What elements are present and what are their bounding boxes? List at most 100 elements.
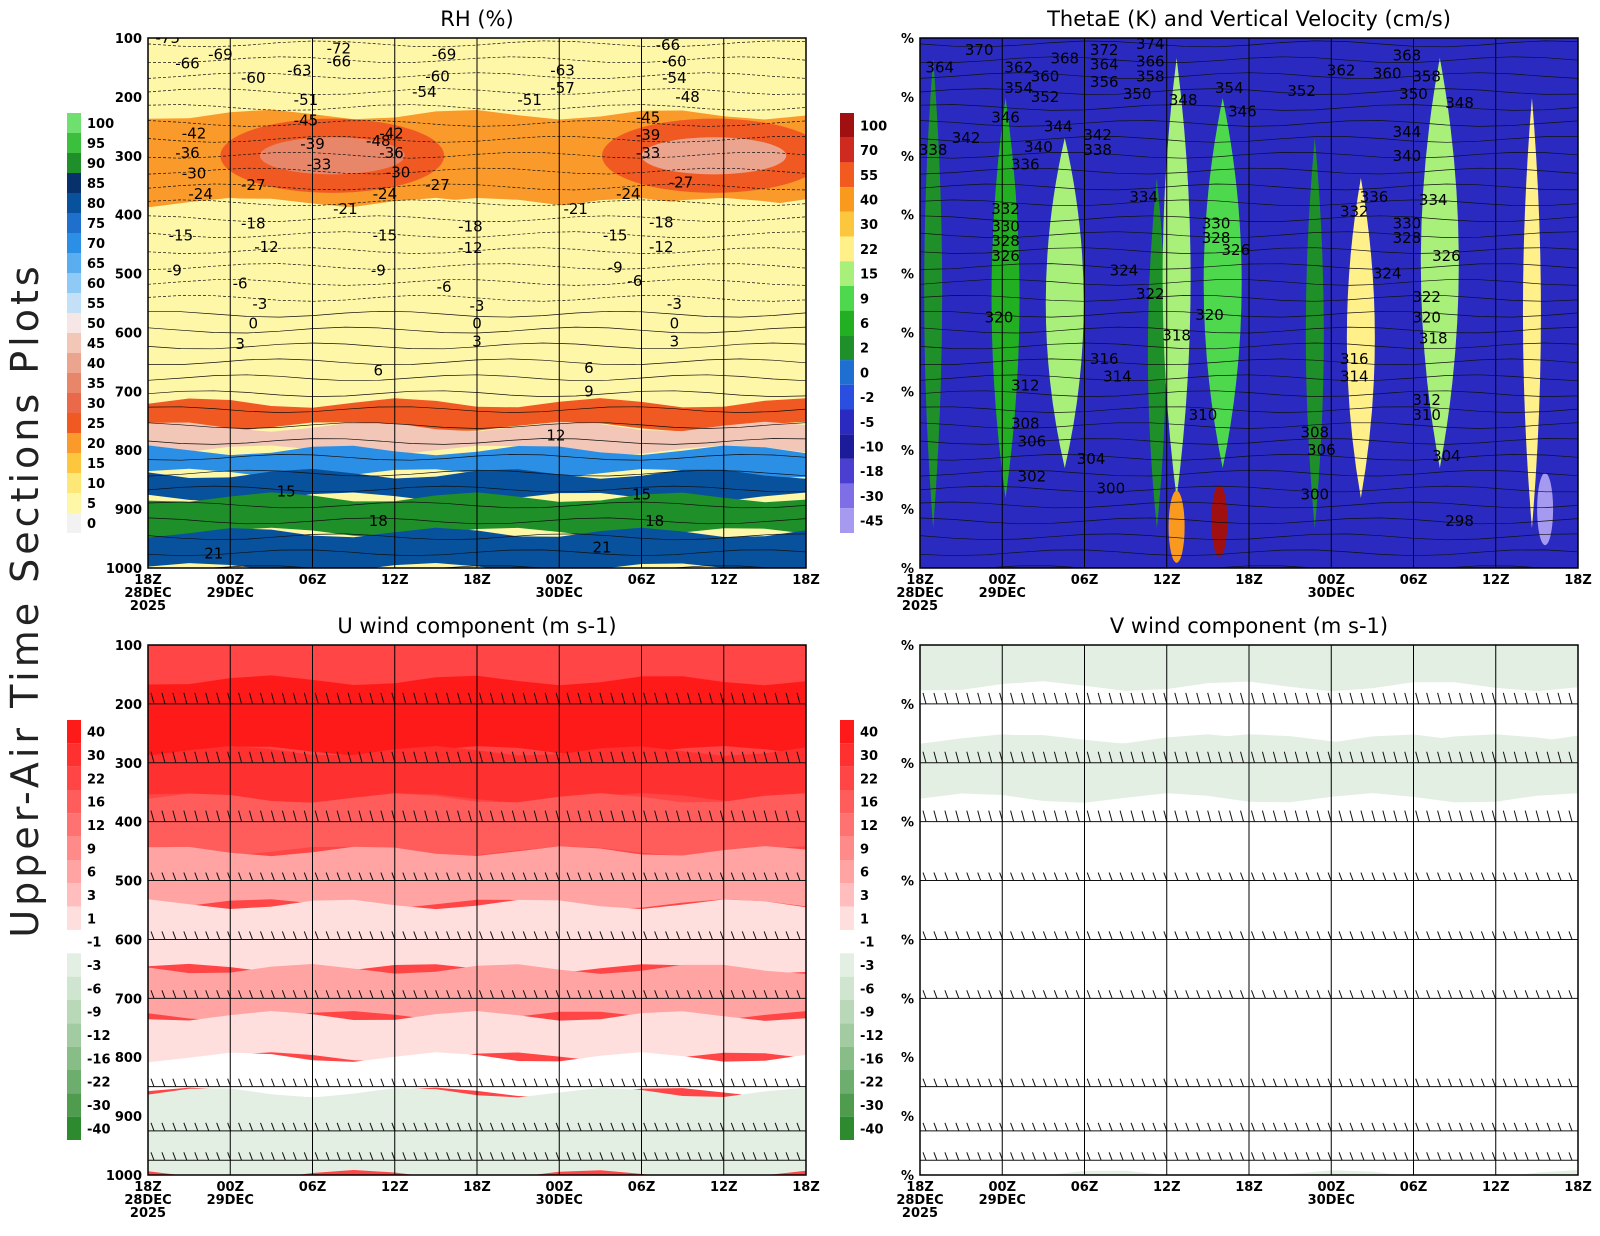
wind-barb bbox=[1448, 872, 1453, 881]
wind-barb bbox=[150, 1122, 155, 1132]
wind-barb bbox=[621, 1122, 626, 1132]
wind-barb bbox=[413, 990, 418, 999]
wind-barb bbox=[599, 810, 604, 822]
wind-barb bbox=[1141, 872, 1146, 881]
colorbar-label: 1 bbox=[860, 912, 869, 927]
wind-barb bbox=[1524, 1152, 1529, 1161]
colorbar-swatch bbox=[67, 173, 81, 193]
contour-label: 342 bbox=[1083, 126, 1112, 144]
wind-barb bbox=[944, 990, 949, 999]
wind-barb bbox=[249, 692, 254, 705]
wind-barb bbox=[260, 1152, 264, 1161]
wind-barb bbox=[205, 692, 210, 705]
contour-label: -21 bbox=[333, 200, 358, 218]
wind-barb bbox=[281, 751, 286, 763]
wind-barb bbox=[1010, 1078, 1015, 1087]
wind-barb bbox=[1305, 810, 1310, 822]
wind-barb bbox=[719, 1152, 724, 1161]
contour-label: 342 bbox=[952, 129, 981, 147]
wind-barb bbox=[1272, 990, 1277, 999]
wind-barb bbox=[1064, 1122, 1069, 1132]
wind-barb bbox=[1283, 931, 1288, 940]
contour-label: 312 bbox=[1412, 391, 1441, 409]
wind-barb bbox=[1338, 751, 1343, 763]
wind-barb bbox=[955, 692, 960, 705]
wind-barb bbox=[621, 751, 626, 763]
wind-barb bbox=[522, 692, 527, 705]
wind-barb bbox=[216, 931, 221, 940]
wind-barb bbox=[1108, 1152, 1113, 1161]
contour-label: -30 bbox=[386, 163, 411, 181]
wind-barb bbox=[1141, 751, 1146, 763]
wind-barb bbox=[922, 751, 927, 763]
wind-barb bbox=[922, 692, 927, 705]
wind-barb bbox=[511, 1078, 516, 1087]
wind-barb bbox=[1349, 1122, 1354, 1132]
wind-barb bbox=[303, 1078, 308, 1087]
wind-barb bbox=[479, 931, 483, 940]
wind-barb bbox=[654, 810, 659, 822]
x-tick-hour: 00Z bbox=[988, 1180, 1016, 1195]
wind-barb bbox=[741, 1152, 746, 1161]
wind-barb bbox=[621, 1078, 626, 1087]
colorbar-swatch bbox=[840, 860, 854, 884]
wind-barb bbox=[1404, 1078, 1409, 1087]
wind-barb bbox=[1272, 1078, 1277, 1087]
colorbar: 40 30 22 16 12 9 6 3 1 -1 -3 -6 -9 -12 -16 -22 -30 -40 bbox=[840, 720, 884, 1140]
x-tick-hour: 06Z bbox=[299, 573, 327, 588]
wind-barb bbox=[697, 990, 702, 999]
wind-barb bbox=[216, 872, 221, 881]
colorbar-label: 90 bbox=[87, 157, 105, 172]
wind-barb bbox=[1491, 872, 1496, 881]
wind-barb bbox=[1360, 1078, 1365, 1087]
wind-barb bbox=[1021, 810, 1026, 822]
wind-barb bbox=[763, 1078, 768, 1087]
wind-barb bbox=[933, 931, 938, 940]
wind-barb bbox=[479, 872, 483, 881]
wind-barb bbox=[1480, 931, 1485, 940]
colorbar-label: 100 bbox=[87, 117, 114, 132]
colorbar-label: 35 bbox=[87, 377, 105, 392]
y-tick-label: % bbox=[901, 562, 914, 577]
wind-barb bbox=[588, 990, 593, 999]
wind-barb bbox=[270, 990, 275, 999]
y-tick-label: % bbox=[901, 757, 914, 772]
wind-barb bbox=[977, 1122, 982, 1132]
wind-barb bbox=[1382, 692, 1387, 705]
wind-barb bbox=[1513, 990, 1518, 999]
wind-barb bbox=[1152, 1078, 1157, 1087]
colorbar-swatch bbox=[67, 906, 81, 930]
colorbar-label: 70 bbox=[860, 144, 878, 159]
wind-barb bbox=[1393, 931, 1398, 940]
colorbar: 1009590858075706560555045403530252015105… bbox=[67, 113, 114, 533]
wind-barb bbox=[1097, 692, 1102, 705]
wind-barb bbox=[1568, 751, 1573, 763]
contour-label: 356 bbox=[1090, 73, 1119, 91]
wind-barb bbox=[1207, 1078, 1212, 1087]
x-tick-hour: 00Z bbox=[216, 573, 244, 588]
contour-label: 330 bbox=[991, 217, 1020, 235]
wind-barb bbox=[1097, 872, 1102, 881]
wind-barb bbox=[150, 692, 155, 705]
x-tick-hour: 18Z bbox=[906, 1180, 934, 1195]
contour-label: 316 bbox=[1340, 350, 1369, 368]
wind-barb bbox=[1371, 692, 1376, 705]
x-tick-hour: 18Z bbox=[1235, 1180, 1263, 1195]
wind-barb bbox=[1437, 692, 1442, 705]
contour-label: -30 bbox=[182, 164, 207, 182]
wind-barb bbox=[1349, 692, 1354, 705]
wind-barb bbox=[566, 872, 571, 881]
wind-barb bbox=[988, 751, 993, 763]
contour-label: 306 bbox=[1018, 432, 1047, 450]
wind-barb bbox=[1053, 692, 1058, 705]
y-tick-label: % bbox=[901, 816, 914, 831]
contour-label: 338 bbox=[1083, 141, 1112, 159]
wind-barb bbox=[1546, 1152, 1551, 1161]
wind-barb bbox=[270, 872, 275, 881]
wind-barb bbox=[988, 1152, 993, 1161]
colorbar-label: -22 bbox=[860, 1076, 884, 1091]
y-tick-label: 800 bbox=[115, 444, 142, 459]
wind-barb bbox=[944, 1122, 949, 1132]
wind-barb bbox=[654, 1078, 659, 1087]
wind-barb bbox=[544, 1122, 549, 1132]
